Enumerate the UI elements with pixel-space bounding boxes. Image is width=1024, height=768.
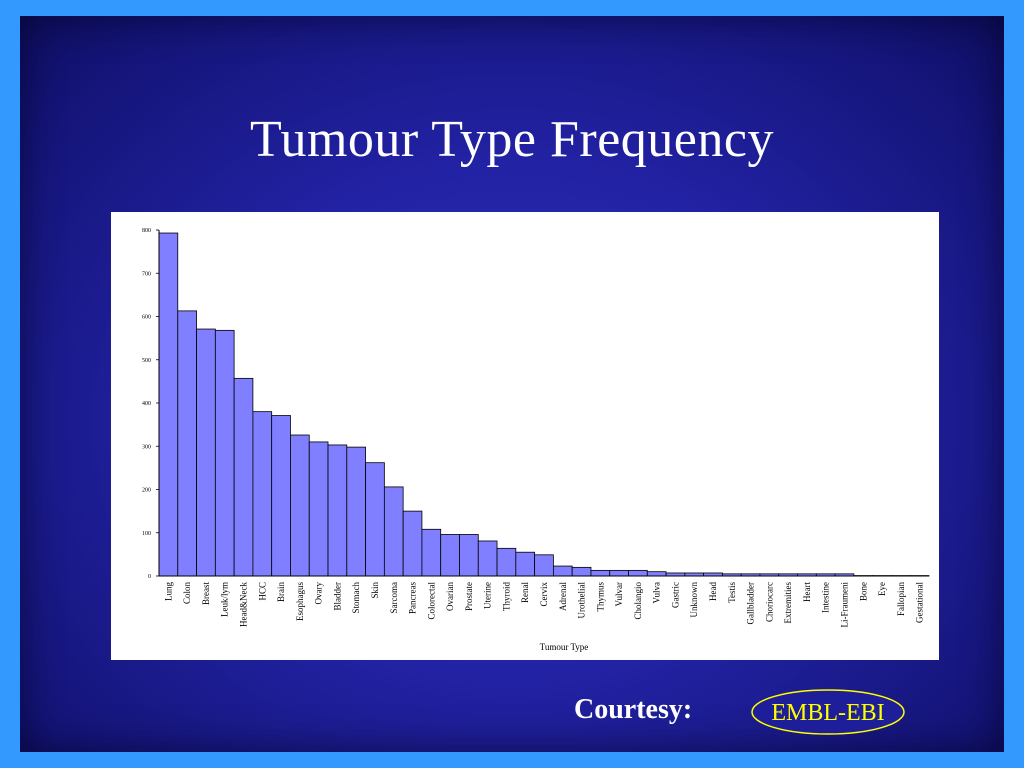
bar-bladder: [327, 444, 348, 577]
bar-cholangio: [628, 569, 648, 577]
x-category-label: Brain: [276, 582, 286, 602]
x-category-label: Bladder: [332, 582, 342, 611]
bar-thymus: [590, 569, 611, 577]
y-tick-label: 600: [142, 315, 151, 321]
bar-uterine: [477, 540, 498, 577]
x-category-label: Cervix: [539, 582, 549, 607]
x-category-label: Head: [708, 582, 718, 601]
bar-sarcoma: [383, 486, 404, 577]
bar-pancreas: [402, 510, 423, 577]
y-tick-label: 0: [148, 574, 151, 580]
x-category-label: Renal: [520, 582, 530, 603]
bar-breast: [196, 328, 216, 577]
x-category-label: HCC: [257, 582, 267, 601]
x-category-label: Gestational: [915, 582, 925, 623]
x-category-label: Leuk/lym: [220, 582, 230, 617]
x-category-label: Colorectal: [426, 582, 436, 620]
x-category-label: Skin: [370, 582, 380, 599]
x-category-label: Lung: [163, 582, 173, 601]
x-category-label: Ovarian: [445, 582, 455, 611]
x-category-label: Cholangio: [633, 582, 643, 620]
bar-renal: [515, 551, 536, 577]
y-tick-label: 300: [142, 444, 151, 450]
bar-ovary: [308, 441, 329, 577]
x-category-label: Bone: [858, 582, 868, 601]
x-category-label: Urothelial: [577, 582, 587, 619]
embl-ebi-logo: EMBL-EBI: [751, 689, 905, 735]
x-category-label: Prostate: [464, 582, 474, 611]
chart-panel: 0 100 200 300 400 500 600 700 800 Lung Colon Breas…: [111, 212, 939, 660]
x-category-label: Extremities: [783, 582, 793, 624]
bar-colon: [177, 310, 197, 577]
x-category-label: Breast: [201, 582, 211, 605]
y-tick-label: 400: [142, 401, 151, 407]
x-category-label: Gastric: [670, 582, 680, 608]
x-axis-labels: Lung Colon Breast Leuk/lym Head&Neck HCC Brain…: [163, 582, 924, 628]
x-category-label: Intestine: [821, 582, 831, 613]
y-tick-label: 800: [142, 228, 151, 234]
logo-text: EMBL-EBI: [771, 700, 884, 726]
x-category-label: Testis: [727, 582, 737, 603]
y-tick-label: 700: [142, 271, 151, 277]
x-category-label: Colon: [182, 582, 192, 605]
bar-head-neck: [233, 377, 254, 577]
bar-hcc: [252, 411, 273, 577]
y-axis-ticks: 0 100 200 300 400 500 600 700 800: [142, 228, 159, 580]
x-category-label: Heart: [802, 582, 812, 602]
bar-esophagus: [290, 434, 310, 577]
bar-chart: 0 100 200 300 400 500 600 700 800 Lung Colon Breas…: [142, 228, 930, 652]
bar-vulvar: [609, 569, 629, 577]
slide-title: Tumour Type Frequency: [250, 111, 774, 168]
bars-group: [158, 232, 930, 577]
y-tick-label: 500: [142, 358, 151, 364]
bar-urothelial: [571, 566, 592, 577]
x-category-label: Thymus: [595, 582, 605, 612]
x-category-label: Uterine: [483, 582, 493, 609]
x-category-label: Eye: [877, 582, 887, 596]
y-tick-label: 100: [142, 531, 151, 537]
x-category-label: Pancreas: [408, 582, 418, 614]
x-category-label: Unknown: [689, 582, 699, 618]
x-category-label: Sarcoma: [389, 582, 399, 614]
bar-lung: [158, 232, 179, 577]
courtesy-label: Courtesy:: [574, 694, 693, 725]
x-category-label: Esophagus: [295, 582, 305, 621]
bar-brain: [271, 415, 291, 577]
logo-ellipse: [751, 689, 905, 735]
x-category-label: Stomach: [351, 582, 361, 614]
bar-cervix: [534, 554, 554, 577]
bar-colorectal: [421, 528, 442, 577]
bar-stomach: [346, 446, 366, 577]
x-category-label: Choriocarc: [764, 582, 774, 622]
x-axis-title: Tumour Type: [540, 642, 589, 652]
bar-prostate: [459, 534, 479, 577]
x-category-label: Thyroid: [501, 582, 511, 611]
bar-ovarian: [440, 534, 460, 577]
y-tick-label: 200: [142, 488, 151, 494]
x-category-label: Gallbladder: [746, 582, 756, 624]
x-category-label: Ovary: [314, 582, 324, 605]
x-category-label: Vulva: [652, 582, 662, 603]
bar-adrenal: [552, 565, 573, 577]
bar-thyroid: [496, 547, 517, 577]
x-category-label: Vulvar: [614, 582, 624, 606]
x-category-label: Adrenal: [558, 582, 568, 611]
x-category-label: Head&Neck: [239, 582, 249, 627]
x-category-label: Li-Fraumeni: [839, 582, 849, 628]
bar-leuk-lym: [214, 329, 235, 577]
bar-skin: [365, 462, 385, 577]
x-category-label: Fallopian: [896, 582, 906, 616]
bar-vulva: [646, 571, 667, 577]
